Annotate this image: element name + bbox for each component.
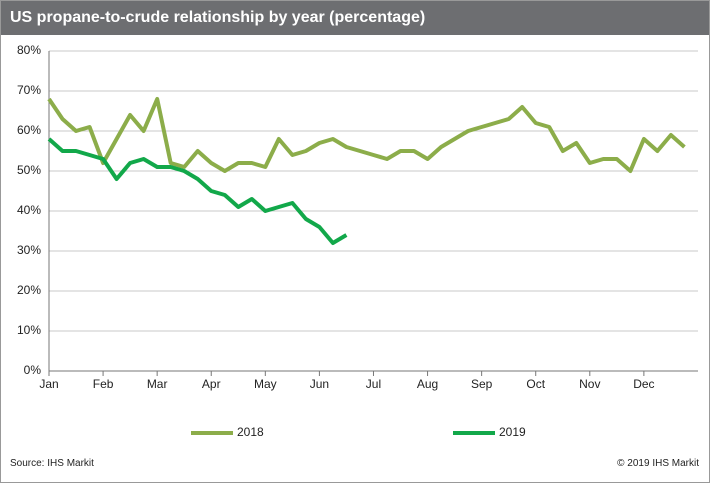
y-tick-label: 0% [24,363,42,377]
y-tick-label: 40% [17,203,41,217]
x-tick-label: Jul [366,377,381,391]
legend-label: 2018 [237,425,264,439]
x-tick-label: Apr [202,377,221,391]
y-tick-label: 80% [17,43,41,57]
y-tick-label: 60% [17,123,41,137]
y-tick-label: 50% [17,163,41,177]
x-tick-label: Aug [417,377,438,391]
y-tick-label: 20% [17,283,41,297]
y-tick-label: 30% [17,243,41,257]
source: Source: IHS Markit [10,458,94,469]
x-tick-label: Feb [93,377,114,391]
x-tick-label: Dec [633,377,654,391]
series-line [47,137,348,245]
x-tick-label: Mar [147,377,168,391]
legend-label: 2019 [499,425,526,439]
chart-title: US propane-to-crude relationship by year… [1,1,709,35]
x-tick-label: Oct [526,377,545,391]
series-line [47,97,686,173]
x-tick-label: May [254,377,277,391]
x-tick-label: Sep [471,377,493,391]
x-tick-label: Nov [579,377,600,391]
x-tick-label: Jun [310,377,329,391]
copyright: © 2019 IHS Markit [617,458,699,469]
chart: 0% 10% 20% 30% 40% 50% 60% 70% 80% Jan Feb Mar Apr Ma… [17,43,698,439]
x-tick-label: Jan [39,377,58,391]
y-tick-label: 10% [17,323,41,337]
y-tick-label: 70% [17,83,41,97]
